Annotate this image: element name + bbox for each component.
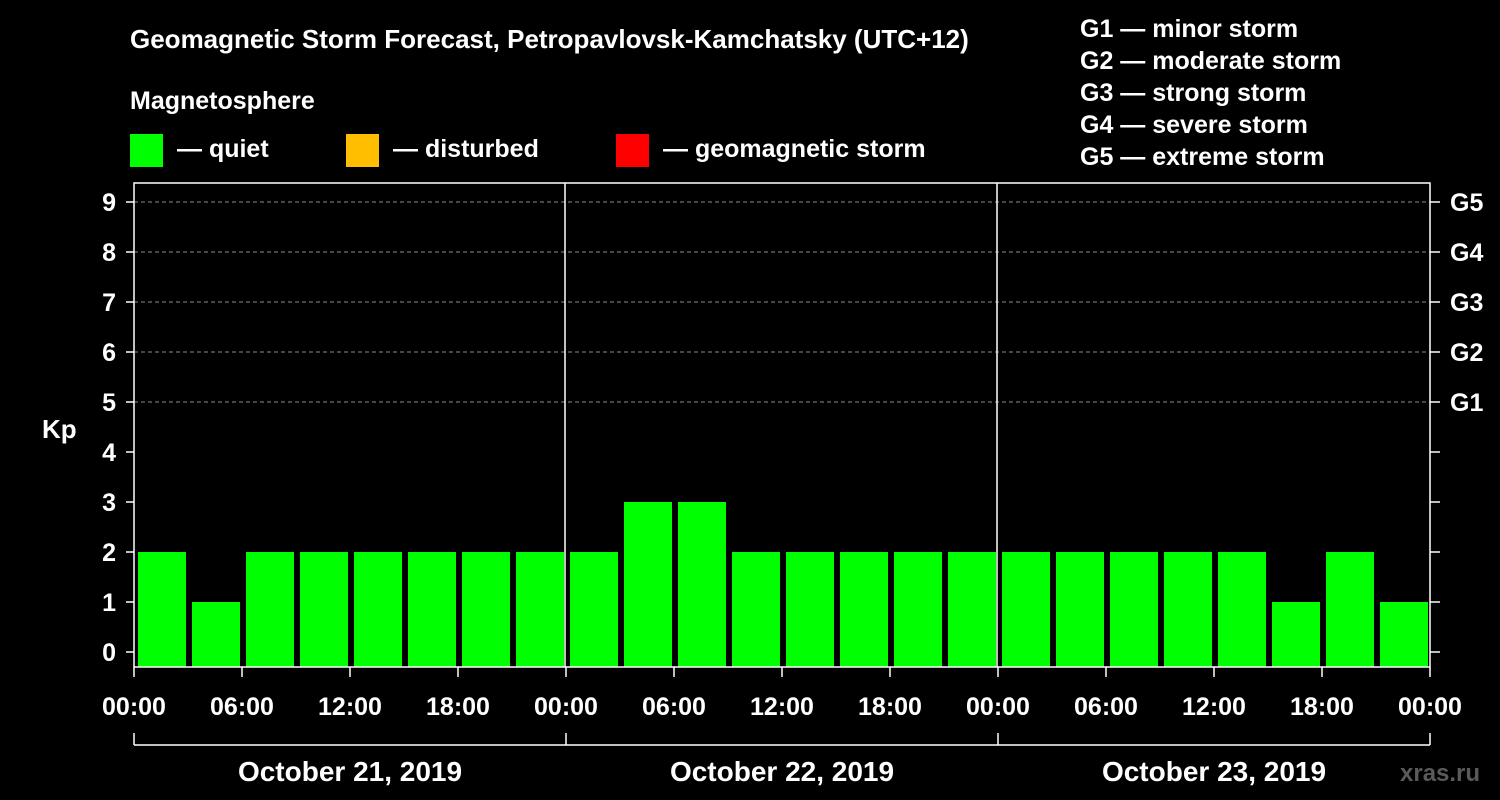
- kp-bar: [678, 502, 726, 667]
- y-tick-label: 8: [102, 239, 116, 267]
- x-tick-label: 12:00: [1182, 693, 1246, 721]
- y-axis-ticks: 0 1 2 3 4 5 6 7 8 9: [102, 189, 134, 667]
- legend-heading: Magnetosphere: [130, 87, 315, 115]
- storm-scale-g2: G2 — moderate storm: [1080, 47, 1341, 75]
- kp-bar: [1272, 602, 1320, 667]
- kp-bar: [408, 552, 456, 667]
- x-tick-label: 18:00: [426, 693, 490, 721]
- kp-bar: [1164, 552, 1212, 667]
- right-axis-ticks: G1 G2 G3 G4 G5: [1430, 189, 1483, 653]
- x-tick-label: 06:00: [210, 693, 274, 721]
- y-tick-label: 3: [102, 489, 116, 517]
- kp-bar: [1380, 602, 1428, 667]
- kp-bar: [840, 552, 888, 667]
- x-axis-ticks: 00:00 06:00 12:00 18:00 00:00 06:00 12:00 18:00…: [102, 667, 1462, 721]
- legend-label-disturbed: — disturbed: [393, 135, 539, 163]
- kp-bar: [1218, 552, 1266, 667]
- kp-bar: [894, 552, 942, 667]
- x-tick-label: 00:00: [1398, 693, 1462, 721]
- legend-label-quiet: — quiet: [177, 135, 269, 163]
- y-axis-label: Kp: [42, 414, 77, 444]
- x-tick-label: 12:00: [750, 693, 814, 721]
- y-tick-label: 6: [102, 339, 116, 367]
- x-tick-label: 06:00: [1074, 693, 1138, 721]
- legend-swatch-disturbed: [346, 134, 379, 167]
- kp-bar: [624, 502, 672, 667]
- y-tick-label: 2: [102, 539, 116, 567]
- kp-bar: [354, 552, 402, 667]
- x-tick-label: 00:00: [102, 693, 166, 721]
- kp-bar: [570, 552, 618, 667]
- g-level-label: G4: [1450, 239, 1483, 267]
- watermark: xras.ru: [1400, 760, 1480, 787]
- bars: [138, 502, 1428, 667]
- kp-bar: [732, 552, 780, 667]
- x-tick-label: 00:00: [534, 693, 598, 721]
- chart-title: Geomagnetic Storm Forecast, Petropavlovs…: [130, 24, 969, 54]
- y-tick-label: 0: [102, 639, 116, 667]
- g-level-label: G3: [1450, 289, 1483, 317]
- x-tick-label: 18:00: [858, 693, 922, 721]
- kp-bar: [300, 552, 348, 667]
- y-tick-label: 1: [102, 589, 116, 617]
- day-label: October 23, 2019: [1102, 756, 1326, 787]
- g-level-label: G5: [1450, 189, 1483, 217]
- x-tick-label: 06:00: [642, 693, 706, 721]
- legend-swatch-quiet: [130, 134, 163, 167]
- kp-bar: [462, 552, 510, 667]
- day-brackets: October 21, 2019 October 22, 2019 October …: [133, 733, 1431, 787]
- g-level-label: G1: [1450, 389, 1483, 417]
- grid-lines: [134, 201, 1430, 403]
- legend: — quiet — disturbed — geomagnetic storm: [130, 134, 926, 167]
- kp-bar: [1056, 552, 1104, 667]
- kp-bar: [516, 552, 564, 667]
- legend-label-storm: — geomagnetic storm: [663, 135, 926, 163]
- y-tick-label: 9: [102, 189, 116, 217]
- kp-bar: [1002, 552, 1050, 667]
- day-label: October 22, 2019: [670, 756, 894, 787]
- kp-bar: [246, 552, 294, 667]
- storm-scale-g4: G4 — severe storm: [1080, 111, 1308, 139]
- g-level-label: G2: [1450, 339, 1483, 367]
- storm-scale-g1: G1 — minor storm: [1080, 15, 1298, 43]
- kp-bar: [1326, 552, 1374, 667]
- kp-bar: [786, 552, 834, 667]
- y-tick-label: 5: [102, 389, 116, 417]
- kp-bar: [138, 552, 186, 667]
- kp-bar: [948, 552, 996, 667]
- x-tick-label: 00:00: [966, 693, 1030, 721]
- x-tick-label: 12:00: [318, 693, 382, 721]
- storm-scale-g3: G3 — strong storm: [1080, 79, 1306, 107]
- day-label: October 21, 2019: [238, 756, 462, 787]
- x-tick-label: 18:00: [1290, 693, 1354, 721]
- kp-bar: [192, 602, 240, 667]
- storm-scale-list: G1 — minor storm G2 — moderate storm G3 …: [1080, 15, 1341, 171]
- y-tick-label: 7: [102, 289, 116, 317]
- storm-scale-g5: G5 — extreme storm: [1080, 143, 1325, 171]
- legend-swatch-storm: [616, 134, 649, 167]
- kp-bar: [1110, 552, 1158, 667]
- y-tick-label: 4: [102, 439, 116, 467]
